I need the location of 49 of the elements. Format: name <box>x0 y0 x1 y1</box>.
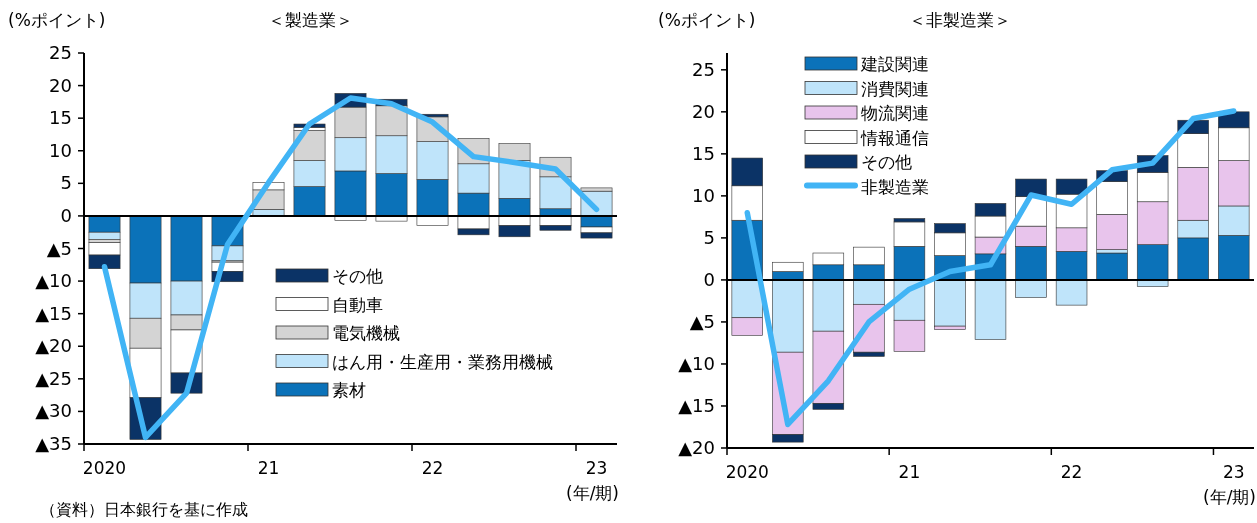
legend-label: 建設関連 <box>860 54 929 74</box>
x-tick-label: 21 <box>257 458 280 478</box>
y-tick-label: 25 <box>49 42 72 63</box>
y-tick-label: 5 <box>703 226 715 248</box>
y-tick-label: ▲10 <box>678 352 715 374</box>
y-tick-label: ▲5 <box>689 310 715 332</box>
y-tick-label: 25 <box>692 58 715 80</box>
y-tick-label: 10 <box>49 139 72 161</box>
x-tick-label: 2020 <box>82 458 127 478</box>
y-tick-label: 20 <box>692 100 715 122</box>
legend-label: はん用・生産用・業務用機械 <box>332 351 553 372</box>
legend-label: その他 <box>861 152 912 172</box>
y-tick-label: 15 <box>49 107 72 129</box>
x-tick-label: 23 <box>585 458 608 478</box>
y-tick-label: ▲30 <box>35 400 72 422</box>
y-tick-label: ▲25 <box>35 367 72 389</box>
x-axis-title: (年/期) <box>566 483 619 503</box>
legend-label: その他 <box>332 266 383 286</box>
legend-label: 素材 <box>332 380 366 400</box>
y-tick-label: ▲15 <box>35 302 72 324</box>
y-tick-label: ▲35 <box>35 433 72 454</box>
x-tick-label: 2020 <box>725 462 769 482</box>
legend-label: 電気機械 <box>332 323 400 343</box>
legend-label: 非製造業 <box>861 176 929 197</box>
y-tick-label: 10 <box>692 184 715 206</box>
y-tick-label: ▲15 <box>678 394 715 416</box>
y-tick-label: 20 <box>49 74 72 96</box>
y-tick-label: 15 <box>692 142 715 164</box>
legend-label: 情報通信 <box>860 127 929 148</box>
y-axis-title: (%ポイント) <box>8 10 106 30</box>
x-tick-label: 23 <box>1222 462 1245 482</box>
legend-label: 自動車 <box>332 294 383 315</box>
text: （資料）日本銀行を基に作成 <box>40 500 248 519</box>
x-axis-title: (年/期) <box>1203 487 1256 507</box>
y-axis-title: (%ポイント) <box>658 10 756 30</box>
y-tick-label: 5 <box>60 172 72 194</box>
legend-label: 物流関連 <box>861 103 929 123</box>
y-tick-label: ▲20 <box>678 437 715 458</box>
x-tick-label: 21 <box>898 462 921 482</box>
y-tick-label: 0 <box>703 268 715 290</box>
x-tick-label: 22 <box>1060 462 1083 482</box>
chart-title: ＜非製造業＞ <box>909 10 1011 30</box>
y-tick-label: ▲20 <box>35 335 72 357</box>
y-tick-label: ▲10 <box>35 270 72 292</box>
chart-title: ＜製造業＞ <box>267 10 353 30</box>
y-tick-label: ▲5 <box>46 237 72 259</box>
x-tick-label: 22 <box>421 458 444 478</box>
legend-label: 消費関連 <box>861 78 929 99</box>
y-tick-label: 0 <box>60 204 72 226</box>
